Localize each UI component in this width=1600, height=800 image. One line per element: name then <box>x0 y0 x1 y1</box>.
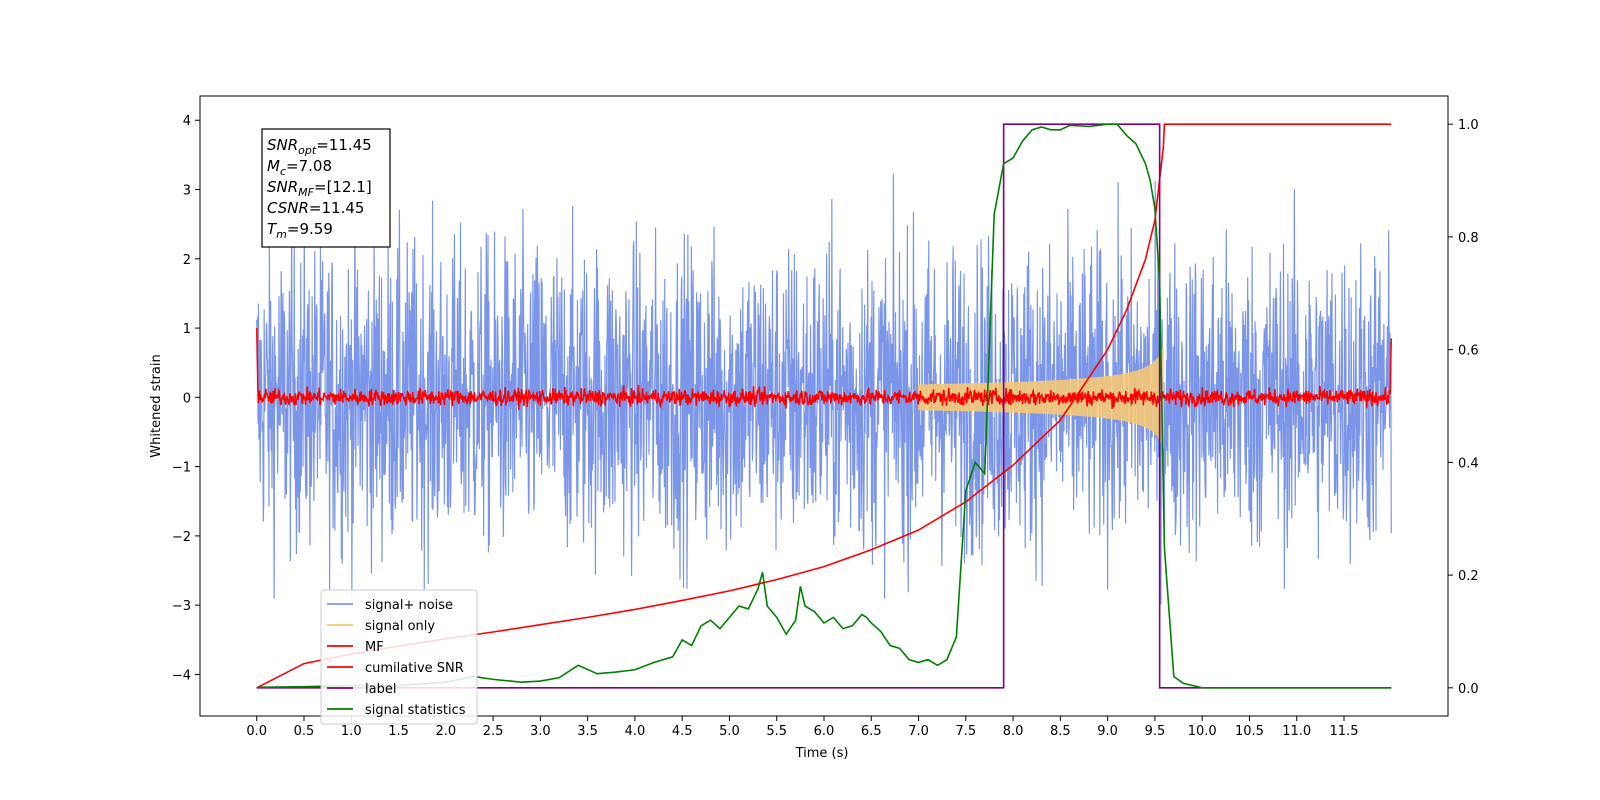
annotation-tm: Tm=9.59 <box>267 220 333 241</box>
x-tick-label: 11.0 <box>1282 724 1311 739</box>
x-tick-label: 3.0 <box>530 724 551 739</box>
y-axis-label: Whitened strain <box>149 354 164 457</box>
x-tick-label: 11.5 <box>1330 724 1359 739</box>
series-mf <box>255 328 1393 410</box>
x-tick-label: 2.0 <box>435 724 456 739</box>
y-tick-label: 2 <box>183 253 191 268</box>
x-tick-label: 5.0 <box>719 724 740 739</box>
x-tick-label: 9.5 <box>1145 724 1166 739</box>
y-right-tick-label: 0.6 <box>1458 344 1479 359</box>
annotation-box: SNRopt=11.45 Mc=7.08 SNRMF=[12.1] CSNR=1… <box>261 128 391 248</box>
x-tick-label: 3.5 <box>577 724 598 739</box>
x-axis-label: Time (s) <box>795 746 849 761</box>
x-tick-label: 4.5 <box>672 724 693 739</box>
x-tick-label: 10.0 <box>1188 724 1217 739</box>
x-tick-label: 10.5 <box>1235 724 1264 739</box>
x-tick-label: 2.5 <box>483 724 504 739</box>
legend-label: MF <box>365 640 384 655</box>
y-tick-label: 0 <box>183 391 191 406</box>
x-tick-label: 5.5 <box>766 724 787 739</box>
annotation-snr-mf: SNRMF=[12.1] <box>267 178 372 199</box>
x-tick-label: 6.5 <box>861 724 882 739</box>
x-tick-label: 6.0 <box>814 724 835 739</box>
series-label <box>256 123 1392 689</box>
y-right-tick-label: 0.2 <box>1458 569 1479 584</box>
legend-label: label <box>365 682 396 697</box>
y-right-tick-label: 0.0 <box>1458 682 1479 697</box>
x-tick-label: 0.0 <box>246 724 267 739</box>
y-tick-label: 1 <box>183 322 191 337</box>
x-tick-label: 1.5 <box>388 724 409 739</box>
y-tick-label: −2 <box>172 530 191 545</box>
annotation-mc: Mc=7.08 <box>267 157 332 178</box>
x-tick-label: 8.0 <box>1003 724 1024 739</box>
legend-label: cumilative SNR <box>365 661 464 676</box>
legend-box <box>320 589 478 725</box>
x-tick-label: 1.0 <box>341 724 362 739</box>
y-tick-label: 4 <box>183 114 191 129</box>
legend: signal+ noise signal only MF cumilative SNR… <box>320 589 478 725</box>
y-tick-label: −4 <box>172 668 191 683</box>
y-tick-label: −1 <box>172 461 191 476</box>
x-tick-label: 8.5 <box>1050 724 1071 739</box>
y-right-tick-label: 0.4 <box>1458 456 1479 471</box>
x-tick-label: 9.0 <box>1097 724 1118 739</box>
y-right-tick-label: 1.0 <box>1458 118 1479 133</box>
x-tick-label: 7.0 <box>908 724 929 739</box>
legend-label: signal+ noise <box>365 598 453 613</box>
legend-label: signal only <box>365 619 435 634</box>
x-tick-label: 4.0 <box>625 724 646 739</box>
annotation-csnr: CSNR=11.45 <box>267 199 364 217</box>
annotation-snr-opt: SNRopt=11.45 <box>267 136 372 157</box>
legend-label: signal statistics <box>365 703 466 718</box>
y-right-tick-label: 0.8 <box>1458 231 1479 246</box>
x-tick-label: 7.5 <box>955 724 976 739</box>
x-tick-label: 0.5 <box>294 724 315 739</box>
y-tick-label: 3 <box>183 184 191 199</box>
series-signal-statistics <box>256 123 1392 689</box>
y-tick-label: −3 <box>172 599 191 614</box>
